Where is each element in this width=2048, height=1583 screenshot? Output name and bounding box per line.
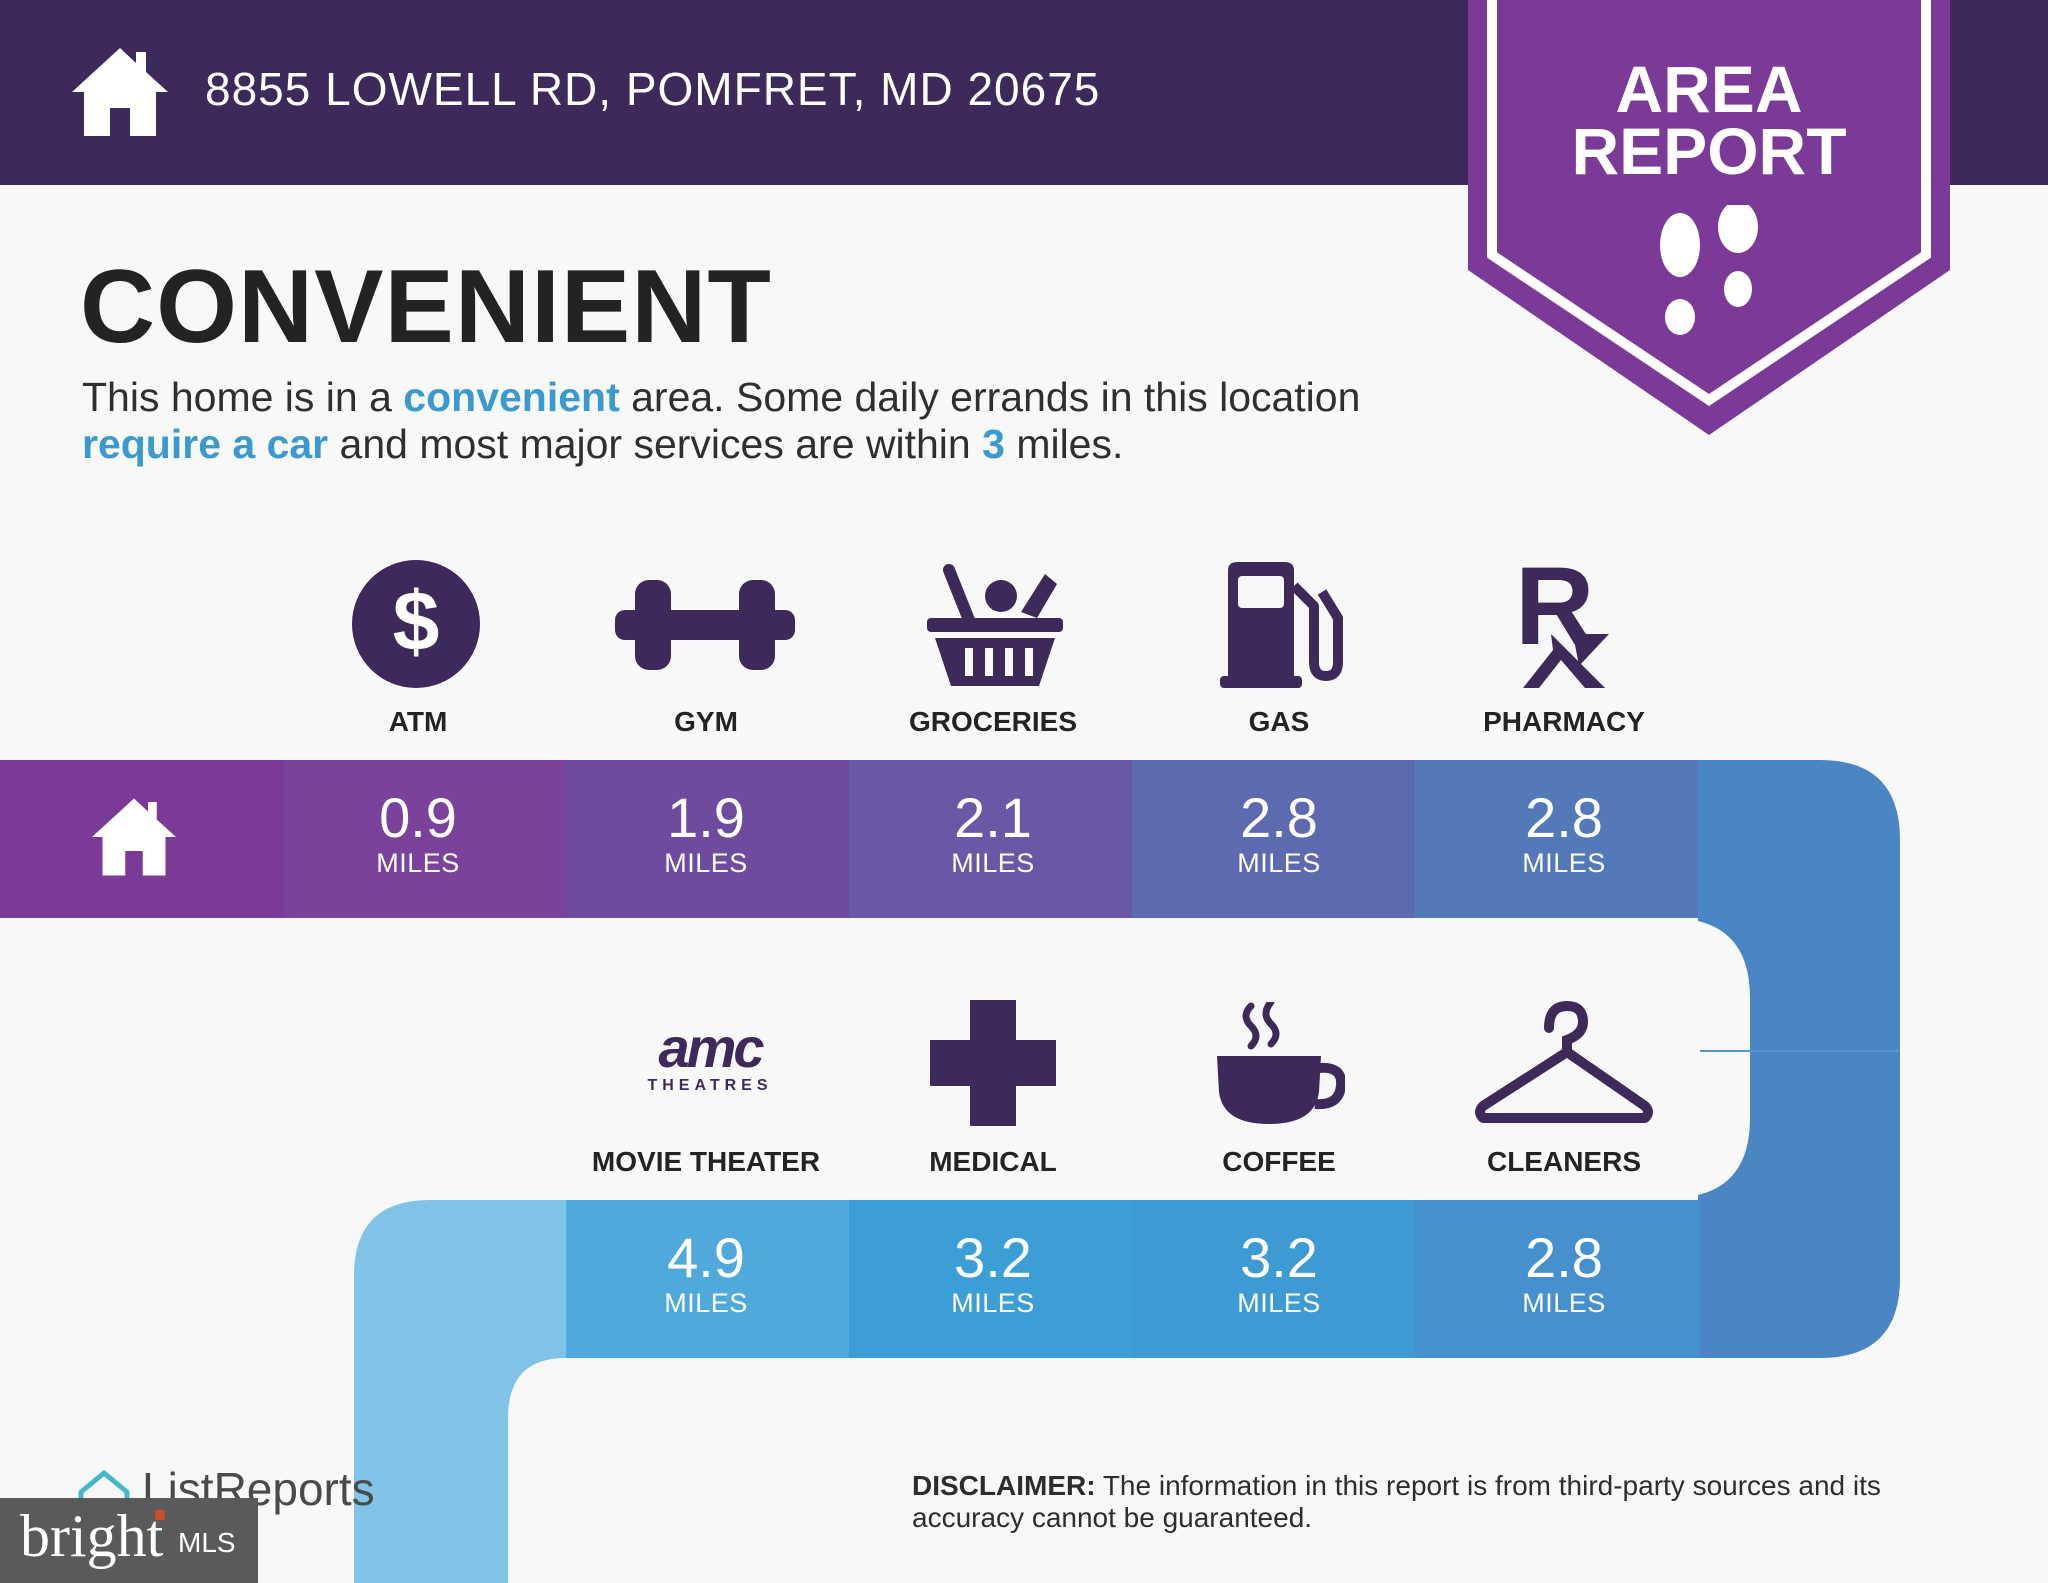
distance-cleaners: 2.8 MILES: [1424, 1226, 1704, 1319]
row1-segment-4: [1132, 760, 1415, 918]
row2-segment-3: [1132, 1200, 1415, 1358]
row1-segment-5: [1415, 760, 1698, 918]
distance-gas: 2.8 MILES: [1139, 786, 1419, 879]
label-coffee: COFFEE: [1222, 1146, 1336, 1177]
mls-logo-text: MLS: [178, 1527, 236, 1558]
property-address: 8855 LOWELL RD, POMFRET, MD 20675: [205, 63, 1101, 115]
coffee-cup-icon: [1217, 1002, 1345, 1124]
description-text-4: miles.: [1004, 421, 1124, 467]
area-report-banner: [1468, 0, 1950, 435]
bright-logo-text: bright: [20, 1503, 164, 1569]
label-pharmacy: PHARMACY: [1483, 706, 1645, 737]
highlight-miles-count: 3: [982, 421, 1005, 467]
disclaimer-label: DISCLAIMER:: [912, 1470, 1096, 1501]
distance-unit: MILES: [951, 1288, 1035, 1318]
description-text-1: This home is in a: [82, 374, 404, 420]
row2-segment-4: [1415, 1200, 1700, 1358]
distance-unit: MILES: [1237, 848, 1321, 878]
page-title: CONVENIENT: [80, 249, 772, 365]
row2-segment-1: [566, 1200, 849, 1358]
distance-value: 3.2: [954, 1226, 1032, 1289]
distance-value: 2.8: [1525, 1226, 1603, 1289]
row1-segment-2: [566, 760, 849, 918]
distance-groceries: 2.1 MILES: [853, 786, 1133, 879]
road-turn-left: [354, 1200, 566, 1583]
distance-value: 0.9: [379, 786, 457, 849]
label-movie-theater: MOVIE THEATER: [591, 1146, 821, 1177]
disclaimer-text: The information in this report is from t…: [912, 1470, 1881, 1533]
distance-unit: MILES: [664, 848, 748, 878]
highlight-require-car: require a car: [82, 421, 329, 467]
distance-value: 4.9: [667, 1226, 745, 1289]
label-cleaners: CLEANERS: [1486, 1146, 1641, 1177]
distance-value: 2.8: [1525, 786, 1603, 849]
banner-line-2: REPORT: [1571, 114, 1847, 188]
label-gym: GYM: [674, 706, 738, 737]
description-text-3: and most major services are within: [328, 421, 983, 467]
highlight-convenient: convenient: [403, 374, 620, 420]
home-start-icon: [92, 798, 176, 876]
distance-unit: MILES: [951, 848, 1035, 878]
road-turn-right: [1698, 760, 1900, 1358]
distance-pharmacy: 2.8 MILES: [1424, 786, 1704, 879]
label-groceries: GROCERIES: [908, 706, 1078, 737]
hanger-icon: [1475, 1000, 1653, 1123]
distance-gym: 1.9 MILES: [566, 786, 846, 879]
bright-mls-watermark: [0, 1498, 258, 1583]
distance-unit: MILES: [1522, 1288, 1606, 1318]
row1-segment-3: [849, 760, 1132, 918]
label-gas: GAS: [1248, 706, 1310, 737]
home-icon: [72, 48, 168, 136]
description: This home is in a convenient area. Some …: [82, 374, 1462, 468]
rx-icon: R: [1515, 562, 1609, 688]
disclaimer: DISCLAIMER: The information in this repo…: [912, 1470, 1992, 1534]
row1-segment-1: [284, 760, 566, 918]
distance-value: 2.8: [1240, 786, 1318, 849]
distance-movie-theater: 4.9 MILES: [566, 1226, 846, 1319]
area-report-title: AREA REPORT: [1468, 52, 1950, 188]
bright-logo-dot: [155, 1510, 165, 1520]
distance-value: 3.2: [1240, 1226, 1318, 1289]
dumbbell-icon: [615, 580, 795, 670]
gas-pump-icon: [1220, 562, 1343, 688]
dollar-icon: $: [352, 560, 480, 688]
svg-text:$: $: [393, 574, 440, 668]
distance-atm: 0.9 MILES: [278, 786, 558, 879]
distance-coffee: 3.2 MILES: [1139, 1226, 1419, 1319]
amc-theatres-logo: amc THEATRES: [647, 1025, 772, 1094]
amc-logo-text: amc: [658, 1025, 764, 1079]
description-text-2: area. Some daily errands in this locatio…: [619, 374, 1361, 420]
distance-unit: MILES: [1522, 848, 1606, 878]
banner-line-1: AREA: [1615, 52, 1803, 126]
distance-medical: 3.2 MILES: [853, 1226, 1133, 1319]
label-medical: MEDICAL: [929, 1146, 1057, 1177]
distance-unit: MILES: [1237, 1288, 1321, 1318]
medical-cross-icon: [930, 1000, 1056, 1126]
distance-unit: MILES: [664, 1288, 748, 1318]
footsteps-icon: [1660, 205, 1758, 335]
amc-logo-subtext: THEATRES: [647, 1077, 772, 1094]
grocery-basket-icon: [927, 564, 1063, 686]
distance-unit: MILES: [376, 848, 460, 878]
distance-value: 2.1: [954, 786, 1032, 849]
row2-segment-2: [849, 1200, 1132, 1358]
label-atm: ATM: [388, 706, 448, 737]
distance-value: 1.9: [667, 786, 745, 849]
